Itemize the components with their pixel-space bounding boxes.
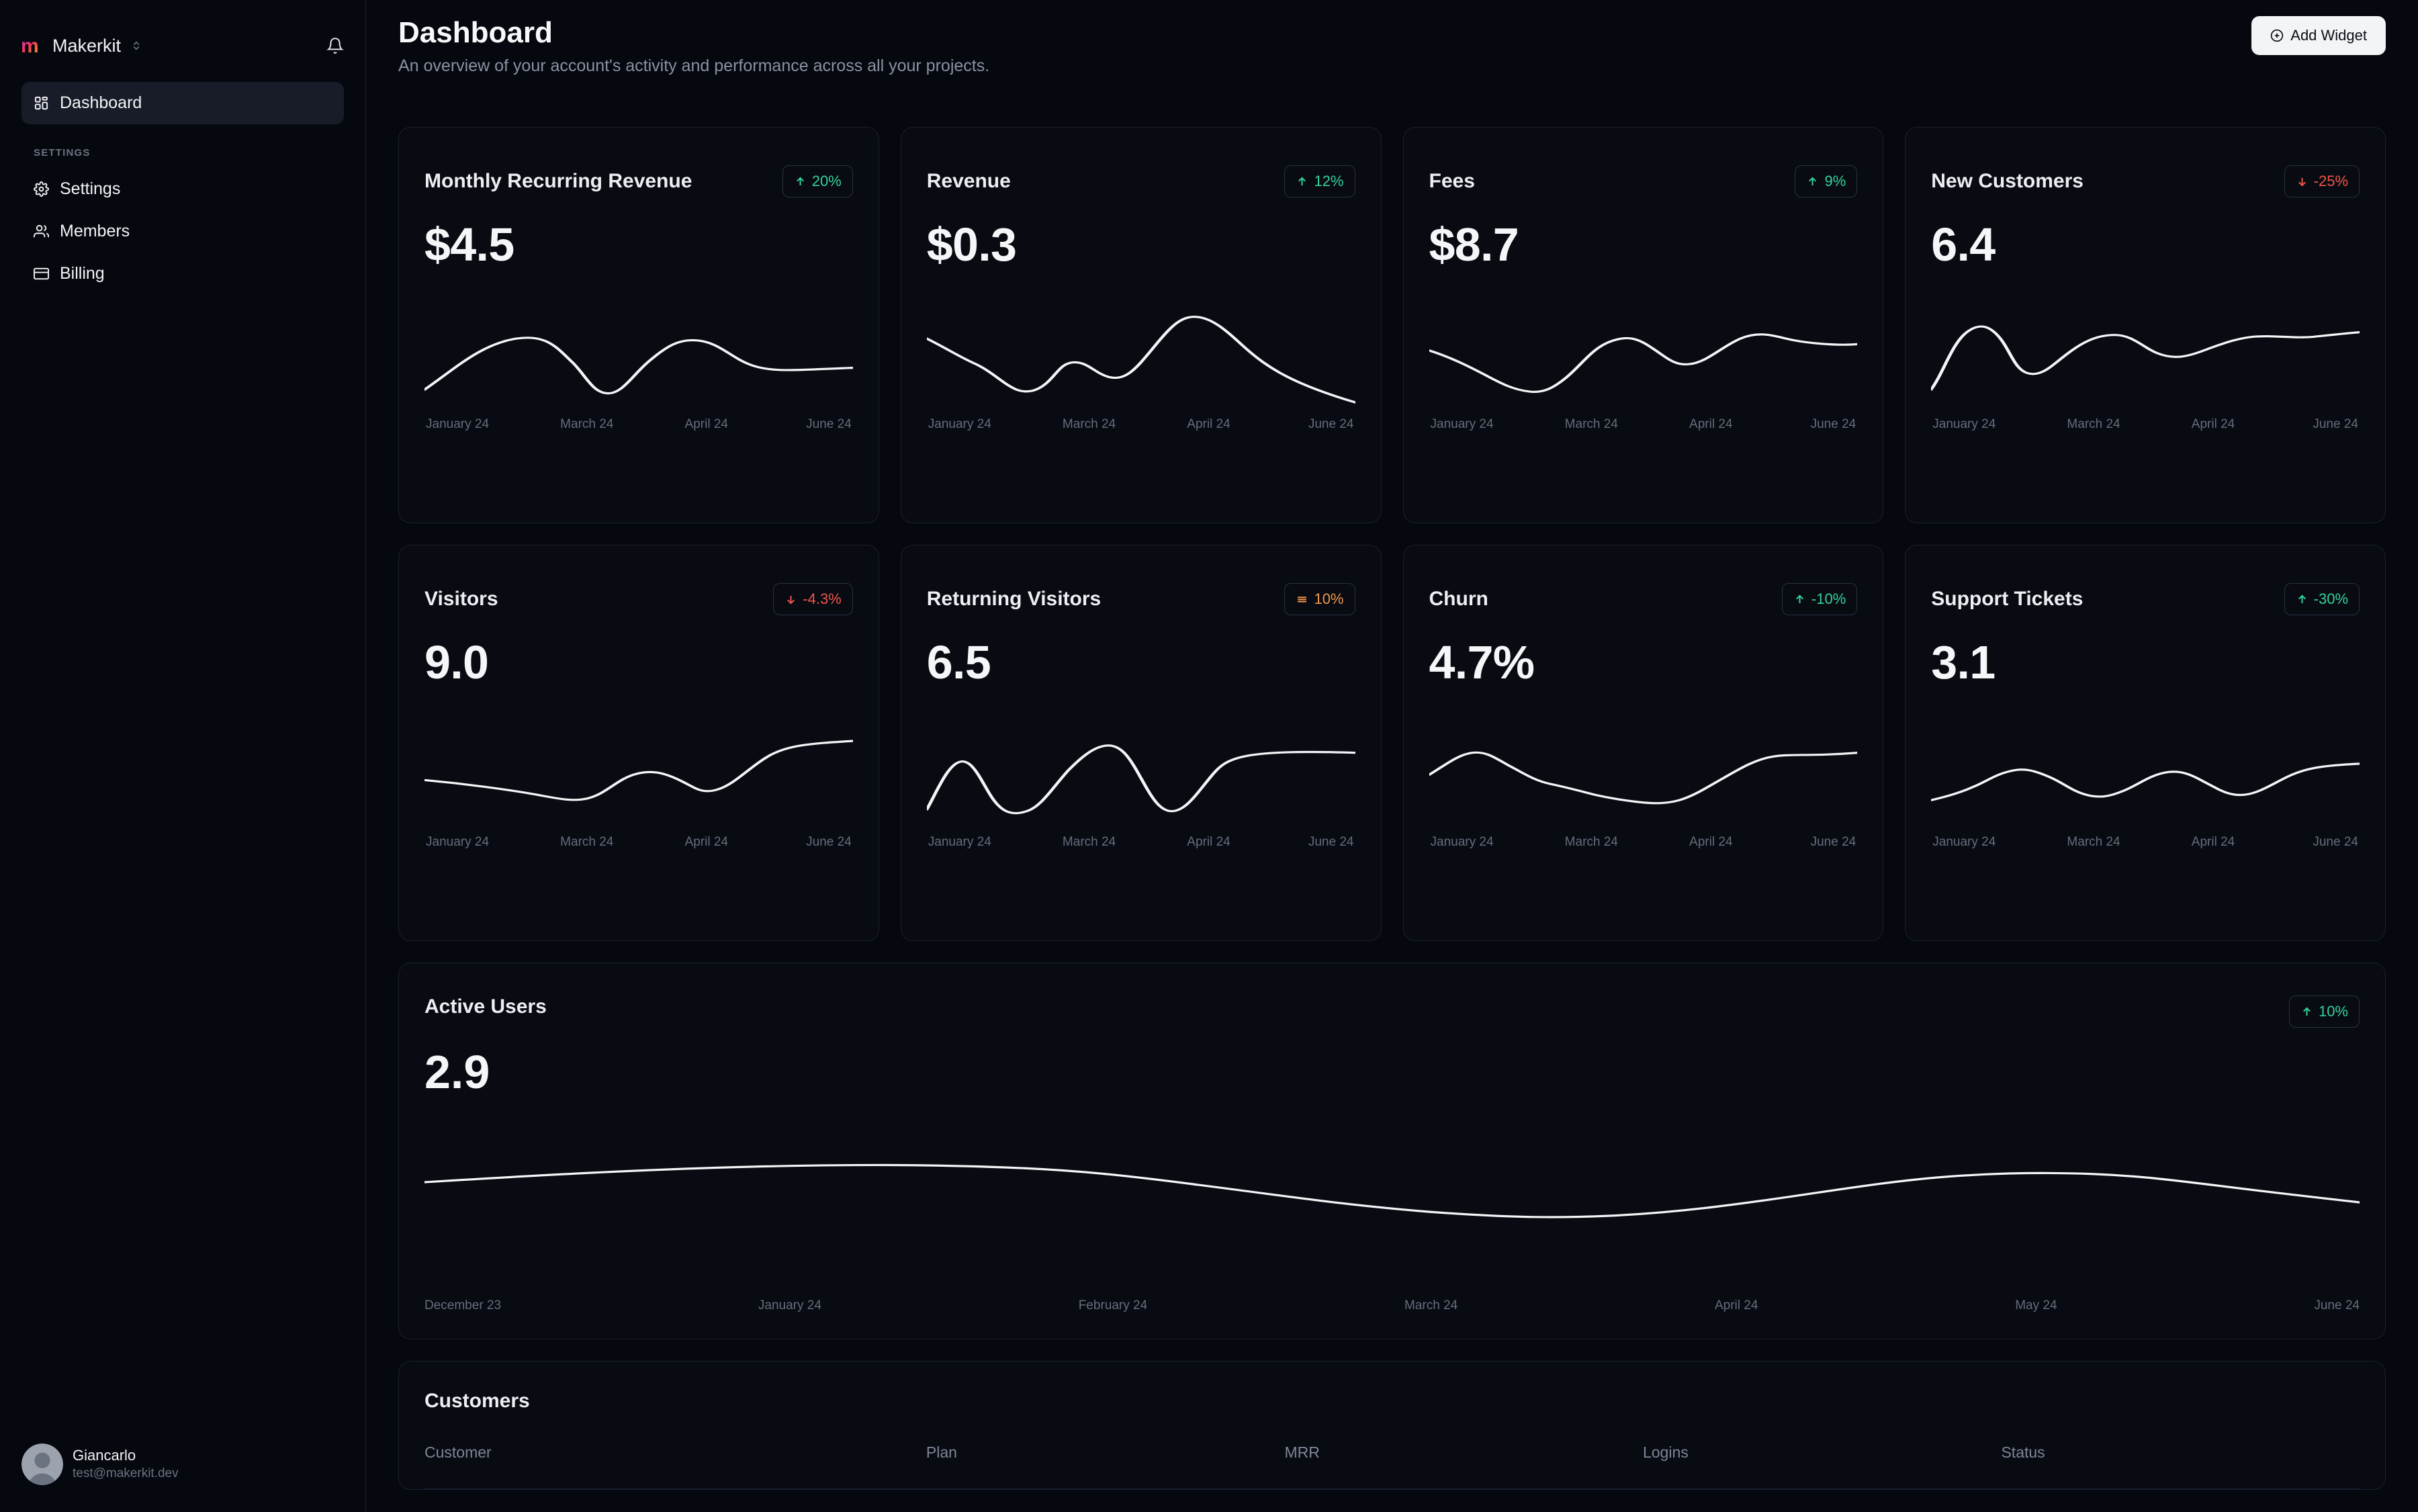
svg-text:m: m bbox=[21, 35, 39, 57]
